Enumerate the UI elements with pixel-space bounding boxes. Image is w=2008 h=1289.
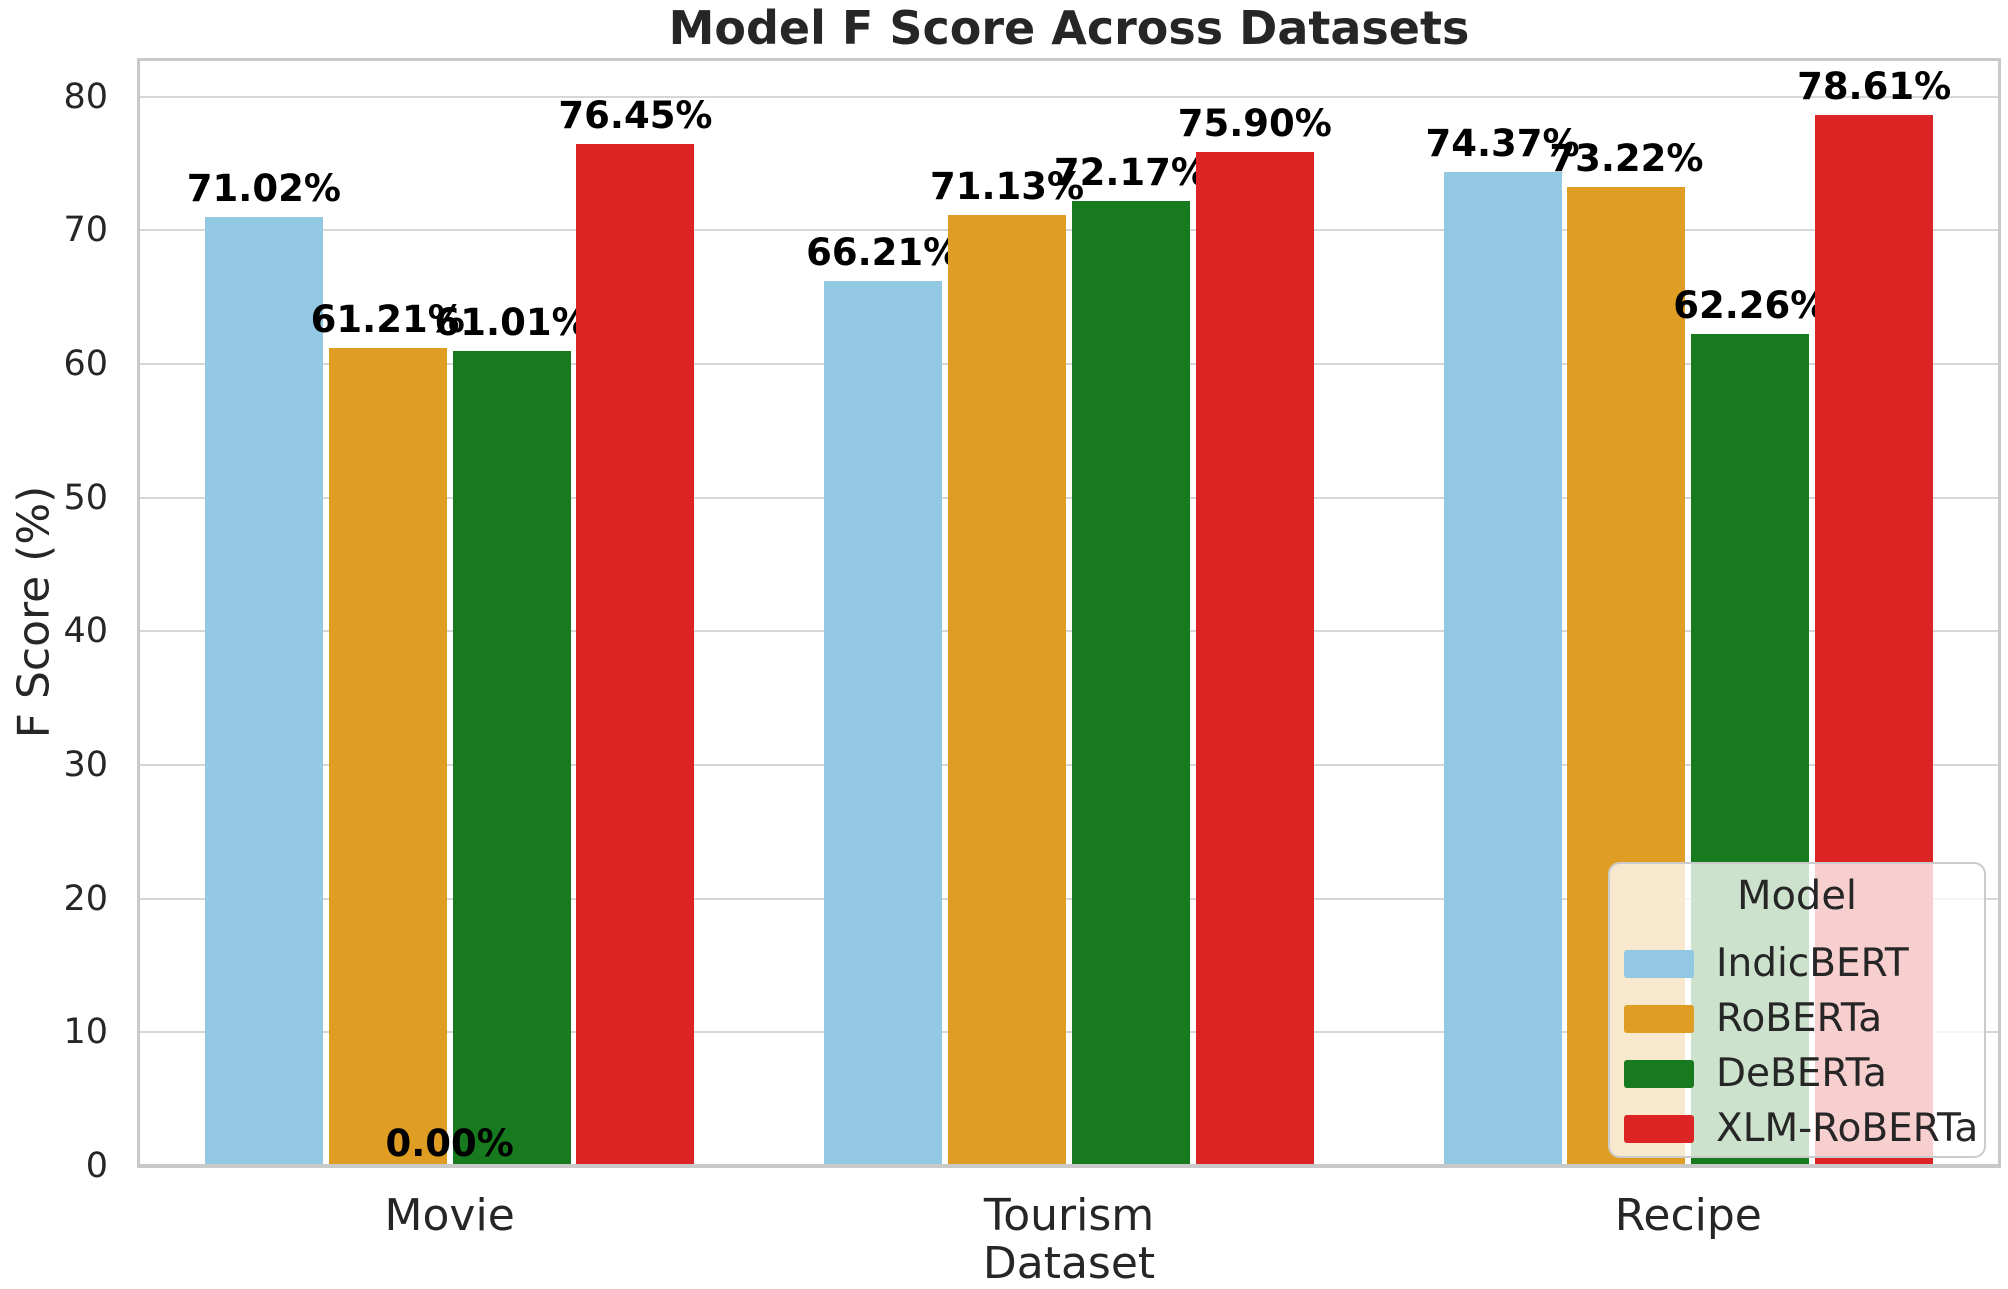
legend-title: Model: [1736, 873, 1858, 919]
legend-swatch: [1624, 949, 1694, 978]
gridline: [140, 764, 1998, 767]
legend-item: IndicBERT: [1624, 936, 1976, 991]
gridline: [140, 363, 1998, 366]
zero-value-label: 0.00%: [385, 1122, 514, 1165]
bar-deberta-tourism: [1071, 201, 1190, 1166]
gridline: [140, 496, 1998, 499]
gridline: [140, 897, 1998, 900]
y-tick-label: 20: [63, 878, 108, 919]
bar-value-label: 71.13%: [930, 165, 1085, 209]
legend-item: RoBERTa: [1624, 991, 1976, 1046]
bar-value-label: 71.02%: [186, 166, 341, 210]
bar-value-label: 76.45%: [558, 94, 713, 138]
gridline: [140, 630, 1998, 633]
bar-roberta-movie: [328, 347, 447, 1166]
bar-value-label: 61.01%: [434, 300, 589, 344]
bar-indicbert-tourism: [824, 281, 943, 1166]
legend-item-label: RoBERTa: [1716, 995, 1883, 1041]
x-tick-label: Movie: [384, 1190, 515, 1241]
y-tick-label: 40: [63, 611, 108, 652]
spine-right: [1998, 58, 2001, 1168]
gridline: [140, 95, 1998, 98]
bar-value-label: 72.17%: [1053, 151, 1208, 195]
spine-left: [137, 58, 140, 1168]
spine-top: [140, 58, 1998, 61]
bar-indicbert-movie: [204, 216, 323, 1166]
bar-indicbert-recipe: [1443, 172, 1562, 1166]
legend-item: XLM-RoBERTa: [1624, 1101, 1979, 1156]
bar-xlm-roberta-movie: [576, 144, 695, 1166]
legend: Model IndicBERT RoBERTa DeBERTa XLM-RoBERTa: [1608, 862, 1986, 1158]
bar-value-label: 78.61%: [1797, 65, 1952, 109]
chart-title: Model F Score Across Datasets: [668, 1, 1470, 55]
legend-item-label: XLM-RoBERTa: [1716, 1105, 1979, 1151]
bar-deberta-movie: [452, 350, 571, 1166]
bar-value-label: 75.90%: [1177, 101, 1332, 145]
bar-value-label: 73.22%: [1549, 137, 1704, 181]
spine-bottom: [137, 1164, 2001, 1168]
bar-value-label: 66.21%: [806, 231, 961, 275]
bar-value-label: 61.21%: [310, 297, 465, 341]
x-tick-label: Tourism: [983, 1190, 1155, 1241]
gridline: [140, 229, 1998, 232]
y-tick-label: 30: [63, 745, 108, 786]
y-tick-label: 50: [63, 477, 108, 518]
x-axis-label: Dataset: [982, 1238, 1156, 1289]
y-tick-label: 80: [63, 76, 108, 117]
legend-item-label: IndicBERT: [1716, 940, 1909, 986]
legend-swatch: [1624, 1114, 1694, 1143]
gridline: [140, 1031, 1998, 1034]
bar-value-label: 62.26%: [1673, 283, 1828, 327]
bar-roberta-tourism: [948, 215, 1067, 1166]
bar-xlm-roberta-tourism: [1195, 151, 1314, 1166]
legend-items: IndicBERT RoBERTa DeBERTa XLM-RoBERTa: [1624, 936, 1979, 1156]
legend-item: DeBERTa: [1624, 1046, 1976, 1101]
y-tick-label: 70: [63, 210, 108, 251]
x-tick-label: Recipe: [1614, 1190, 1762, 1241]
legend-item-label: DeBERTa: [1716, 1050, 1887, 1096]
y-tick-label: 60: [63, 344, 108, 385]
y-tick-label: 10: [63, 1012, 108, 1053]
y-tick-label: 0: [85, 1146, 108, 1186]
bar-value-label: 74.37%: [1425, 122, 1580, 166]
legend-swatch: [1624, 1059, 1694, 1088]
legend-swatch: [1624, 1004, 1694, 1033]
